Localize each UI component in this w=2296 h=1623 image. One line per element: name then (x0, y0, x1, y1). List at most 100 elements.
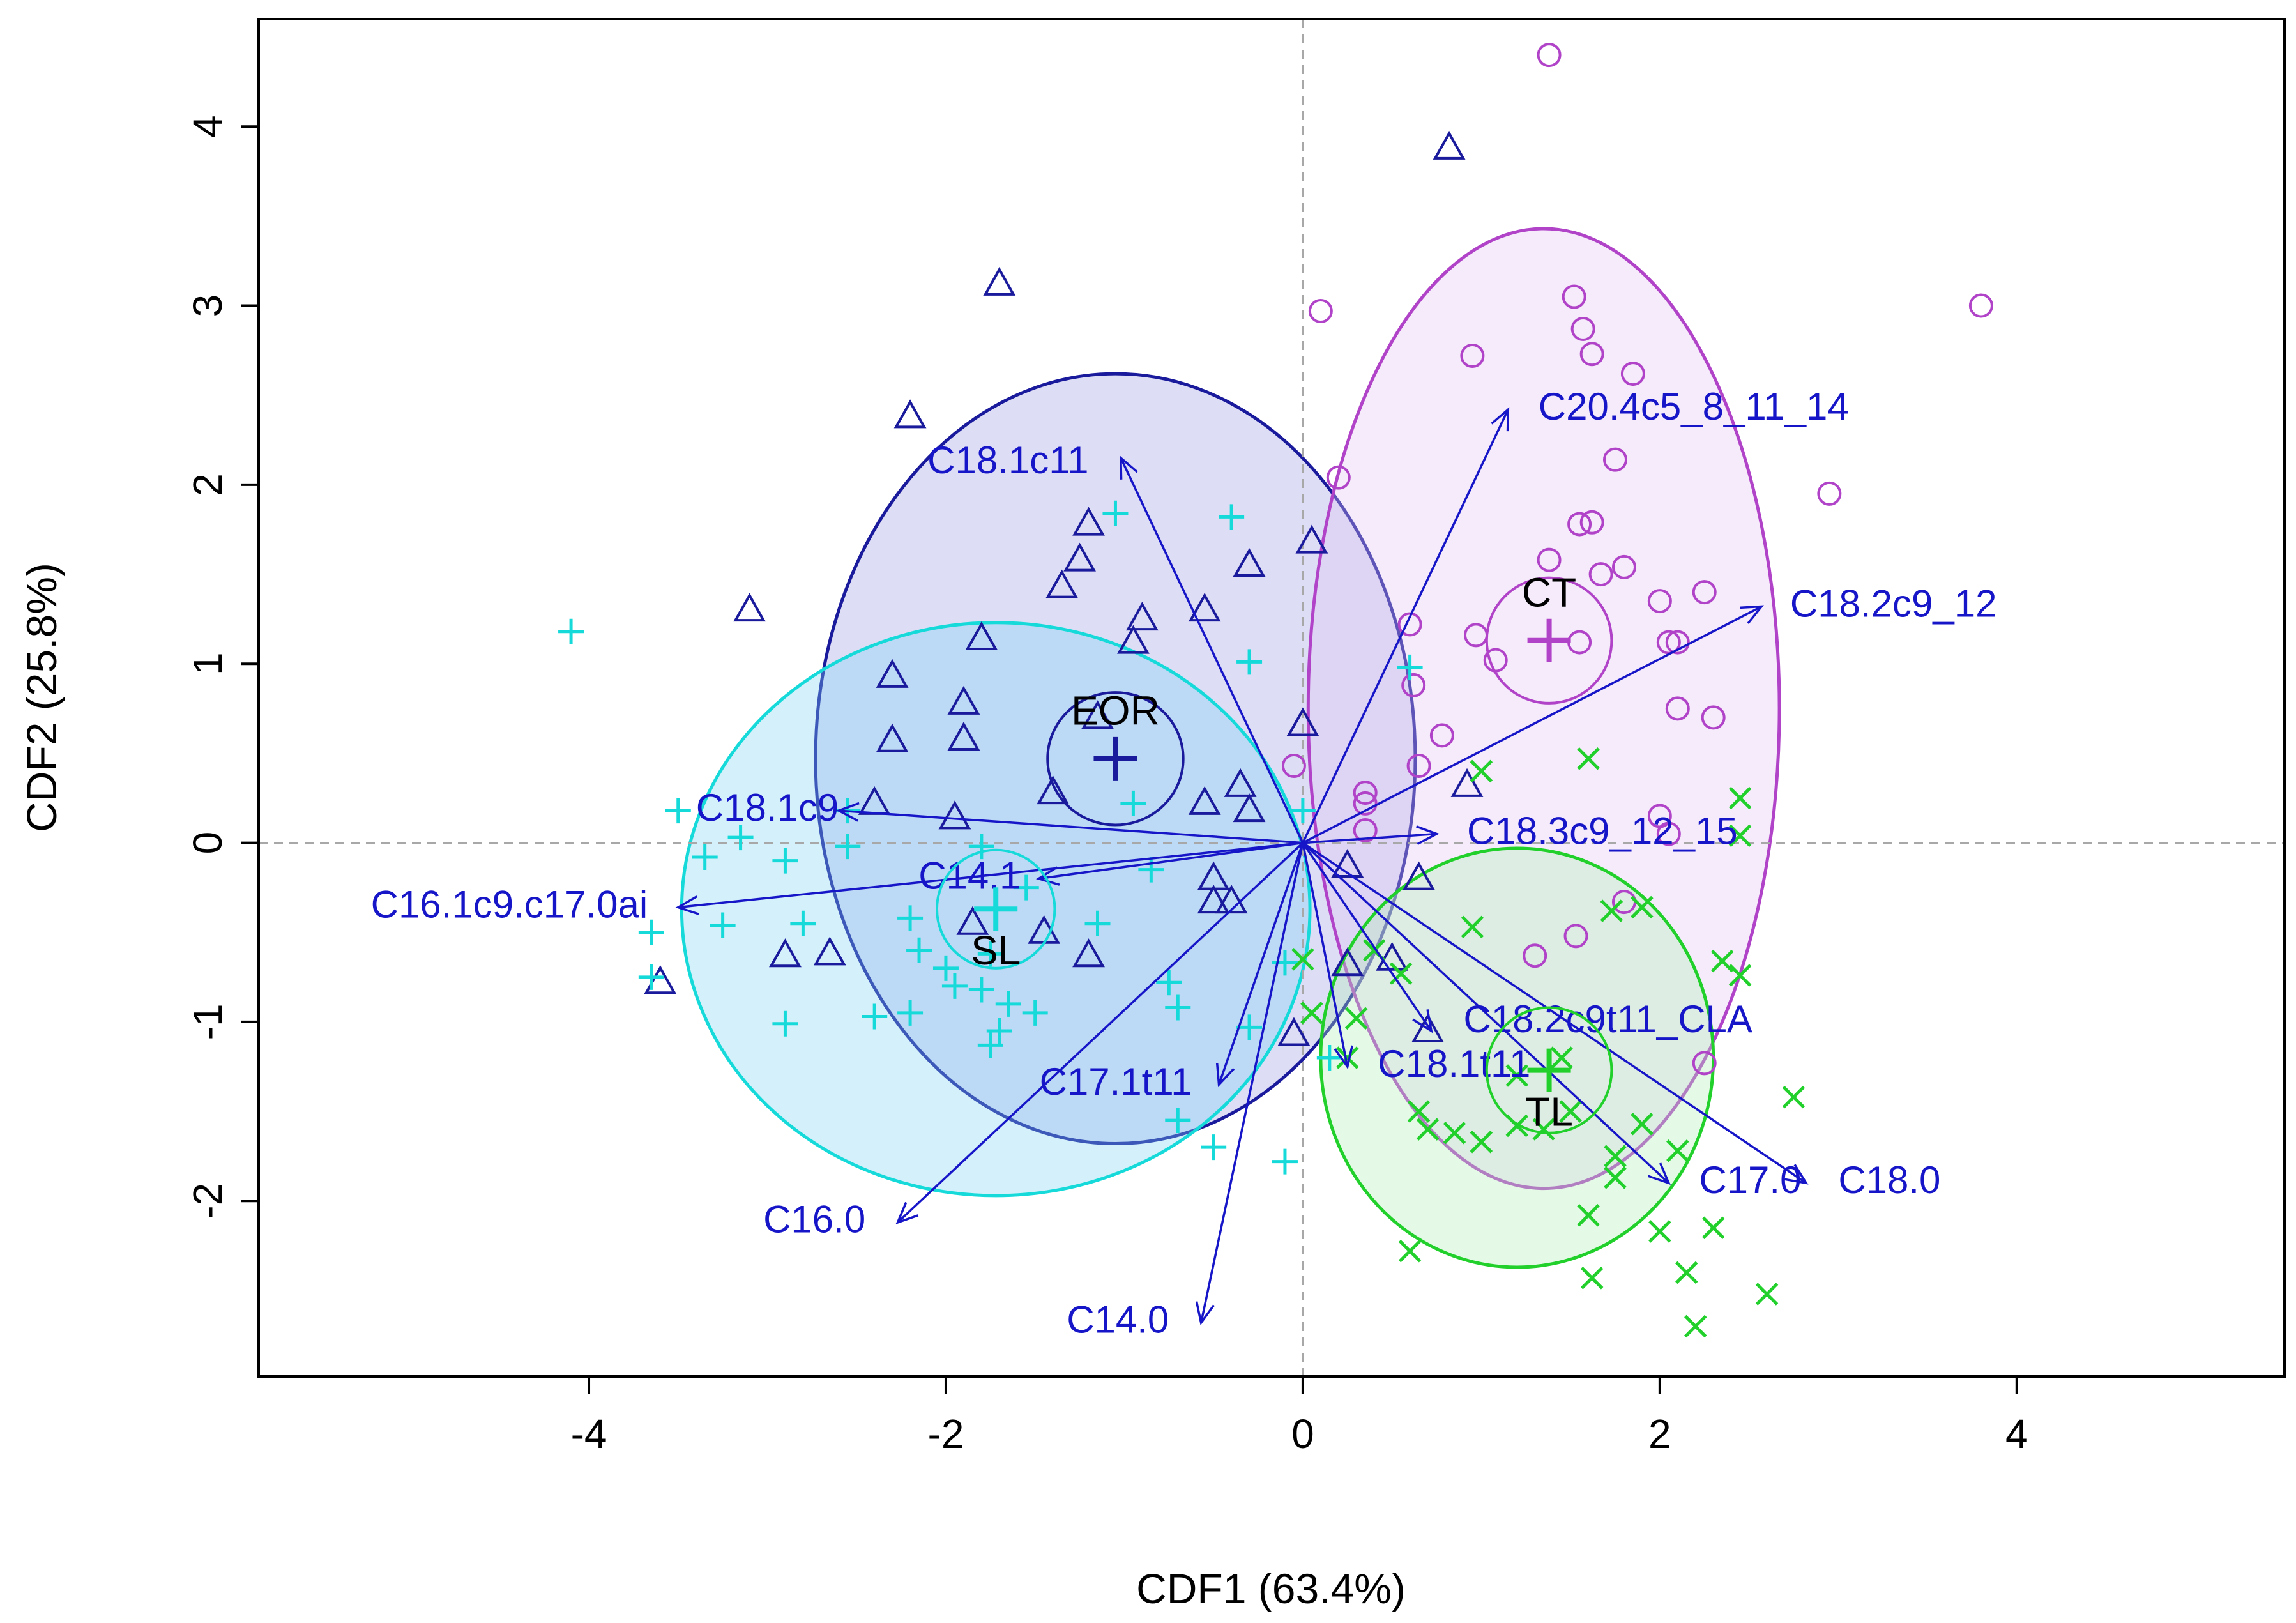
point-tl (1577, 1203, 1600, 1227)
point-tl (1550, 1046, 1573, 1069)
point-sl (1084, 910, 1111, 936)
point-eor (644, 965, 677, 994)
point-sl (1289, 798, 1316, 824)
point-tl (1470, 1130, 1493, 1154)
centroid-marker-ct (1527, 618, 1571, 662)
point-eor (938, 800, 971, 830)
point-eor (813, 936, 846, 966)
point-ct (1602, 447, 1627, 472)
point-sl (1219, 504, 1245, 530)
point-sl (1120, 790, 1146, 816)
point-ct (1429, 723, 1454, 748)
point-eor (1063, 542, 1096, 572)
point-sl (932, 955, 959, 981)
point-ct (1397, 612, 1422, 637)
point-sl (995, 991, 1021, 1017)
point-eor (1433, 130, 1466, 160)
point-sl (772, 848, 798, 874)
vector-label-3: C18.1c9 (696, 786, 839, 829)
point-sl (1022, 1000, 1048, 1026)
point-ct (1968, 293, 1993, 318)
axes: -4 -2 0 2 4 -2 -1 0 1 2 3 4 (185, 115, 2028, 1457)
point-tl (1505, 1064, 1529, 1087)
point-tl (1416, 1118, 1440, 1141)
vector-label-8: C18.1t11 (1378, 1042, 1530, 1085)
vector-arrowhead-11 (1784, 1164, 1809, 1185)
point-eor (965, 621, 998, 650)
point-sl (986, 1017, 1012, 1044)
point-sl (941, 973, 968, 999)
point-eor (1233, 793, 1266, 823)
vector-label-12: C16.0 (763, 1198, 865, 1241)
ellipse-ct (1306, 227, 1781, 1191)
point-eor (1411, 1013, 1444, 1042)
point-ct (1537, 43, 1562, 68)
point-ct (1817, 481, 1842, 506)
vector-arrowhead-6 (675, 895, 699, 915)
point-sl (968, 834, 994, 860)
point-sl (638, 919, 664, 945)
point-sl (897, 905, 924, 931)
vector-0 (1302, 409, 1509, 844)
point-tl (1631, 1112, 1654, 1136)
point-tl (1580, 1267, 1604, 1290)
point-sl (665, 798, 691, 824)
point-sl (558, 618, 584, 644)
group-ellipses (680, 227, 1781, 1269)
point-eor (876, 659, 909, 688)
vector-label-0: C20.4c5_8_11_14 (1539, 385, 1849, 428)
point-sl (977, 1032, 1003, 1058)
point-ct (1401, 673, 1426, 697)
group-label-ct: CT (1522, 570, 1576, 616)
vector-label-1: C18.1c11 (927, 439, 1088, 482)
vector-2 (1302, 605, 1762, 844)
vector-label-2: C18.2c9_12 (1790, 582, 1997, 625)
point-ct (1460, 344, 1485, 369)
point-sl (835, 834, 861, 860)
point-tl (1604, 1166, 1627, 1189)
point-sl (1165, 994, 1191, 1021)
vector-4 (1302, 832, 1437, 844)
point-tl (1675, 1261, 1698, 1284)
centroid-circle-eor (1046, 691, 1185, 827)
point-ct (1326, 465, 1351, 490)
point-ct (1656, 821, 1681, 846)
point-eor (769, 938, 802, 968)
point-sl (790, 910, 816, 936)
vector-arrowhead-7 (1412, 1009, 1433, 1033)
point-sl (1272, 1148, 1298, 1175)
point-sl (727, 825, 754, 851)
point-eor (1215, 885, 1248, 914)
point-tl (1577, 747, 1600, 770)
point-ct (1620, 362, 1645, 386)
vector-label-6: C16.1c9.c17.0ai (371, 883, 648, 926)
point-tl (1710, 949, 1734, 973)
vector-12 (897, 842, 1304, 1224)
point-ct (1665, 630, 1690, 655)
point-sl (638, 964, 664, 990)
data-points (558, 43, 1993, 1338)
point-ct (1562, 284, 1586, 309)
y-tick-label: -1 (185, 1003, 231, 1040)
point-eor (893, 399, 927, 429)
vector-arrowhead-8 (1334, 1045, 1354, 1070)
centroid-circle-ct (1485, 576, 1613, 705)
x-tick-label: -2 (928, 1411, 964, 1457)
point-sl (977, 941, 1003, 967)
point-tl (1631, 895, 1654, 919)
point-tl (1407, 1100, 1431, 1123)
point-tl (1344, 1007, 1368, 1030)
y-tick-label: -2 (185, 1183, 231, 1219)
point-eor (1286, 707, 1319, 736)
vector-arrowhead-13 (1195, 1301, 1215, 1326)
vector-arrowhead-3 (835, 802, 860, 822)
point-sl (1013, 874, 1039, 901)
point-sl (772, 1010, 798, 1037)
point-sl (1138, 857, 1164, 883)
point-ct (1665, 696, 1690, 721)
centroid-circle-tl (1485, 1006, 1613, 1134)
point-tl (1755, 1283, 1779, 1306)
point-eor (1376, 941, 1409, 971)
point-ct (1579, 510, 1604, 535)
vector-11 (1302, 842, 1807, 1184)
